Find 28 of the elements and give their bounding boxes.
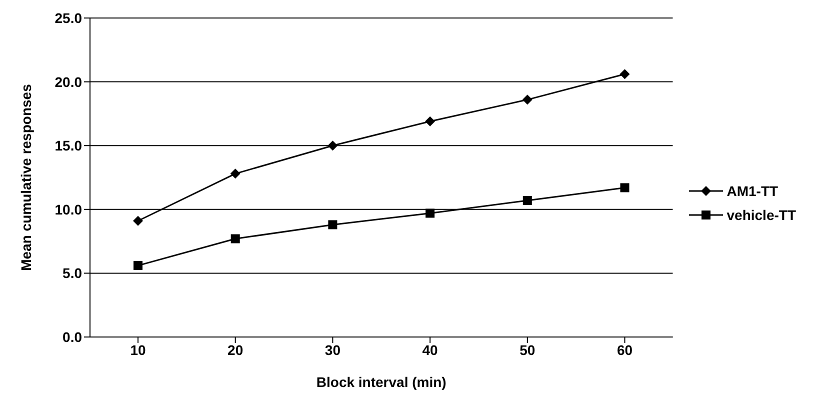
point	[522, 94, 532, 105]
point	[328, 220, 338, 230]
point	[230, 168, 240, 179]
point	[620, 183, 630, 192]
y-tick-label: 5.0	[62, 265, 82, 282]
legend-label: AM1-TT	[726, 182, 778, 198]
x-tick-label: 20	[228, 342, 244, 358]
point	[230, 234, 240, 244]
x-tick-label: 60	[616, 342, 633, 358]
point	[620, 69, 630, 80]
y-tick-label: 10.0	[54, 201, 82, 218]
y-axis-title: Mean cumulative responses	[18, 84, 34, 271]
legend-label: vehicle-TT	[726, 206, 796, 222]
point	[133, 216, 143, 226]
y-tick-label: 0.0	[62, 328, 82, 345]
y-tick-label: 20.0	[54, 74, 82, 90]
point	[328, 140, 338, 151]
x-tick-label: 50	[520, 342, 536, 358]
y-tick-label: 15.0	[54, 138, 82, 154]
x-tick-label: 30	[324, 342, 341, 358]
point	[425, 116, 436, 126]
point	[522, 196, 532, 205]
x-tick-label: 10	[130, 342, 146, 358]
x-tick-label: 40	[422, 342, 438, 358]
point	[134, 261, 142, 270]
point	[426, 208, 435, 218]
y-tick-label: 25.0	[54, 10, 82, 26]
x-axis-title: Block interval (min)	[316, 374, 446, 390]
